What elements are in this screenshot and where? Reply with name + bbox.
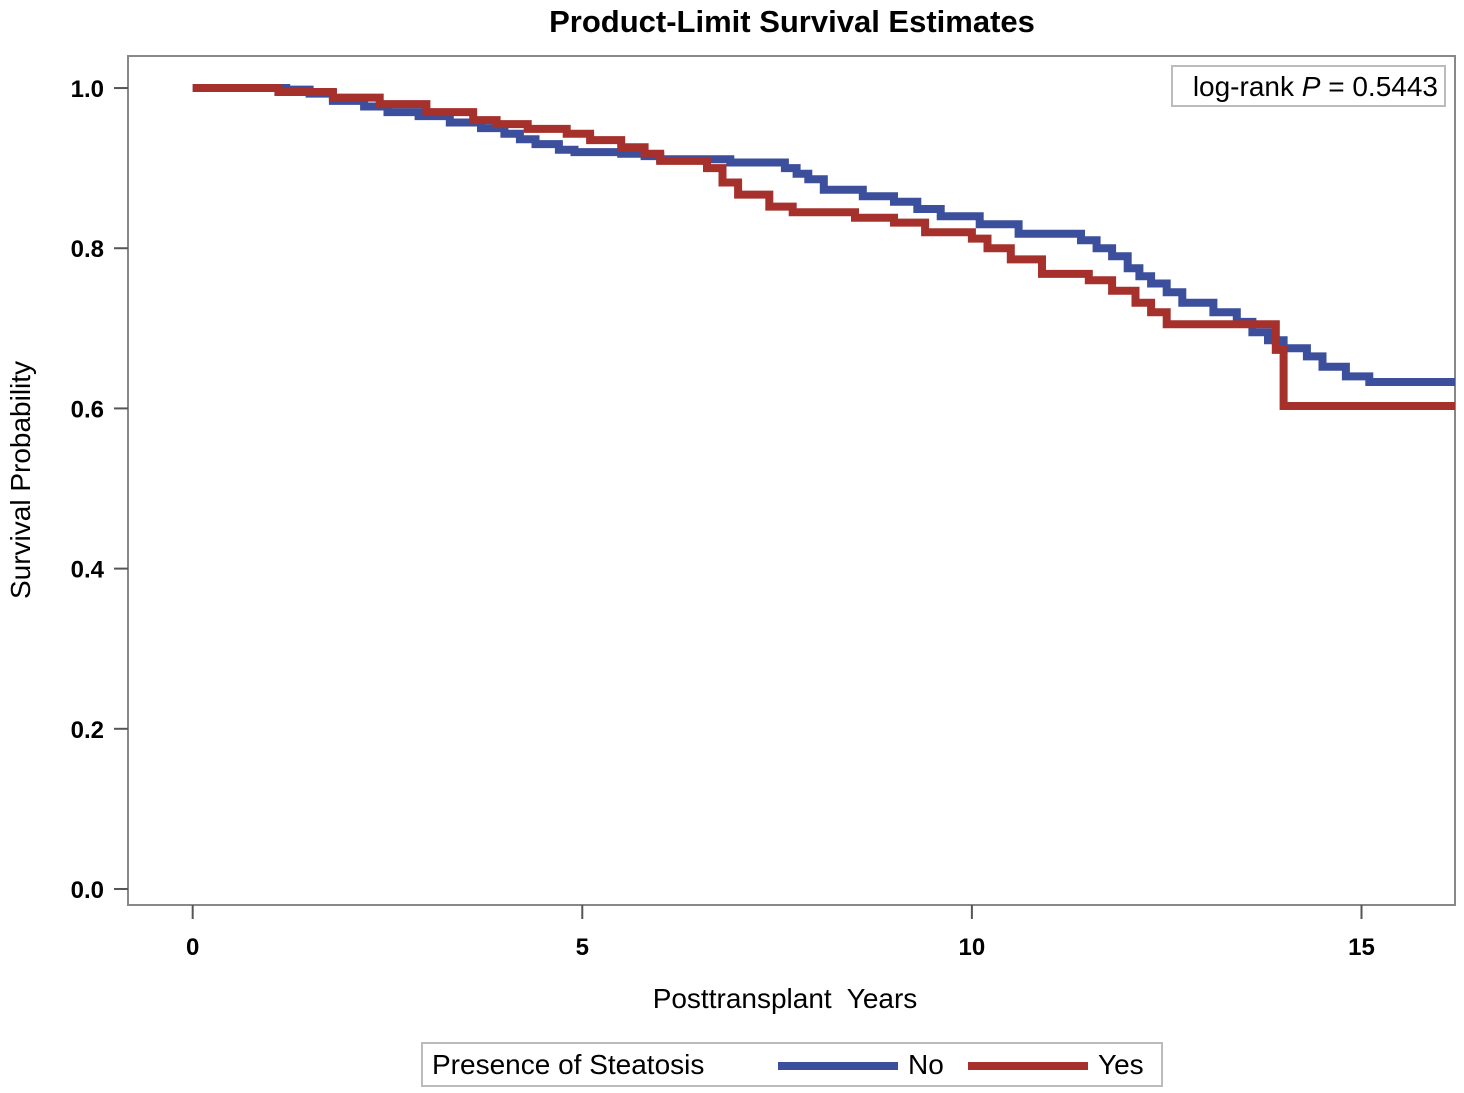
legend-label-yes: Yes: [1098, 1049, 1144, 1080]
annotation-p: P: [1302, 71, 1321, 102]
annotation-prefix: log-rank: [1193, 71, 1302, 102]
annotation-text: log-rank P = 0.5443: [1193, 71, 1438, 102]
series-line-yes: [192, 84, 1455, 410]
legend-label-no: No: [908, 1049, 944, 1080]
x-tick-label: 0: [186, 934, 199, 961]
legend: Presence of Steatosis No Yes: [421, 1042, 1163, 1087]
y-axis: 0.0 0.2 0.4 0.6 0.8 1.0: [71, 76, 128, 904]
x-axis: 0 5 10 15: [186, 905, 1375, 961]
series-lines: [192, 84, 1455, 410]
chart-title: Product-Limit Survival Estimates: [549, 4, 1035, 39]
y-tick-label: 1.0: [71, 76, 104, 103]
x-tick-label: 15: [1348, 934, 1375, 961]
legend-title: Presence of Steatosis: [432, 1049, 704, 1080]
y-tick-label: 0.0: [71, 877, 104, 904]
y-tick-label: 0.4: [71, 557, 105, 584]
x-tick-label: 10: [959, 934, 986, 961]
y-tick-label: 0.6: [71, 396, 104, 423]
y-axis-label: Survival Probability: [5, 361, 36, 599]
y-tick-label: 0.2: [71, 717, 104, 744]
logrank-annotation: log-rank P = 0.5443: [1171, 65, 1446, 107]
annotation-box: [1171, 65, 1446, 107]
plot-area-frame: [127, 55, 1456, 906]
y-tick-label: 0.8: [71, 236, 104, 263]
annotation-suffix: = 0.5443: [1320, 71, 1438, 102]
x-tick-label: 5: [576, 934, 589, 961]
x-axis-label: Posttransplant Years: [653, 983, 918, 1014]
